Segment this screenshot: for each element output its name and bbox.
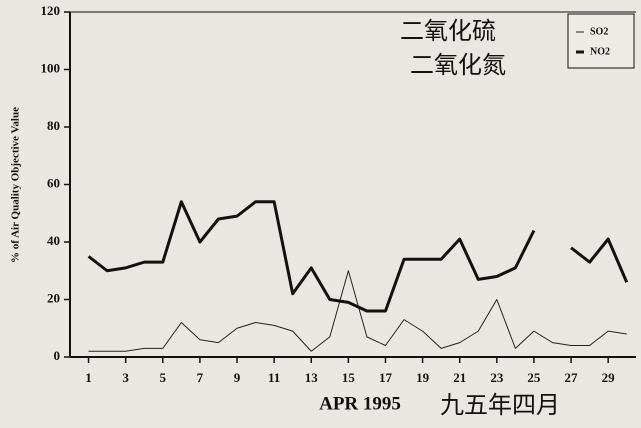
x-tick-label: 25 [527, 370, 541, 385]
y-tick-label: 60 [47, 175, 60, 190]
y-tick-label: 100 [41, 60, 61, 75]
x-tick-label: 21 [453, 370, 466, 385]
legend-label: NO2 [590, 46, 610, 57]
y-axis-label: % of Air Quality Objective Value [10, 107, 22, 263]
x-tick-label: 19 [416, 370, 430, 385]
y-tick-label: 0 [54, 348, 61, 363]
y-tick-label: 80 [47, 118, 60, 133]
legend-label: SO2 [590, 26, 608, 37]
x-tick-label: 13 [305, 370, 319, 385]
x-tick-label: 27 [565, 370, 579, 385]
annotation: 二氧化氮 [410, 51, 506, 79]
annotation: 九五年四月 [440, 391, 560, 419]
x-tick-label: 17 [379, 370, 393, 385]
legend-box [567, 13, 635, 69]
x-tick-label: 15 [342, 370, 356, 385]
y-tick-label: 20 [47, 290, 60, 305]
x-tick-label: 1 [85, 370, 92, 385]
y-tick-label: 120 [41, 3, 61, 18]
annotation: 二氧化硫 [400, 17, 496, 45]
x-tick-label: 5 [160, 370, 167, 385]
x-axis-label: APR 1995 [319, 393, 401, 414]
series-line [88, 270, 627, 352]
x-tick-label: 23 [490, 370, 504, 385]
x-tick-label: 3 [122, 370, 129, 385]
x-tick-label: 11 [268, 370, 280, 385]
series-line [87, 200, 629, 313]
x-tick-label: 29 [602, 370, 616, 385]
x-tick-label: 7 [197, 370, 204, 385]
x-tick-label: 9 [234, 370, 241, 385]
y-tick-label: 40 [47, 233, 60, 248]
